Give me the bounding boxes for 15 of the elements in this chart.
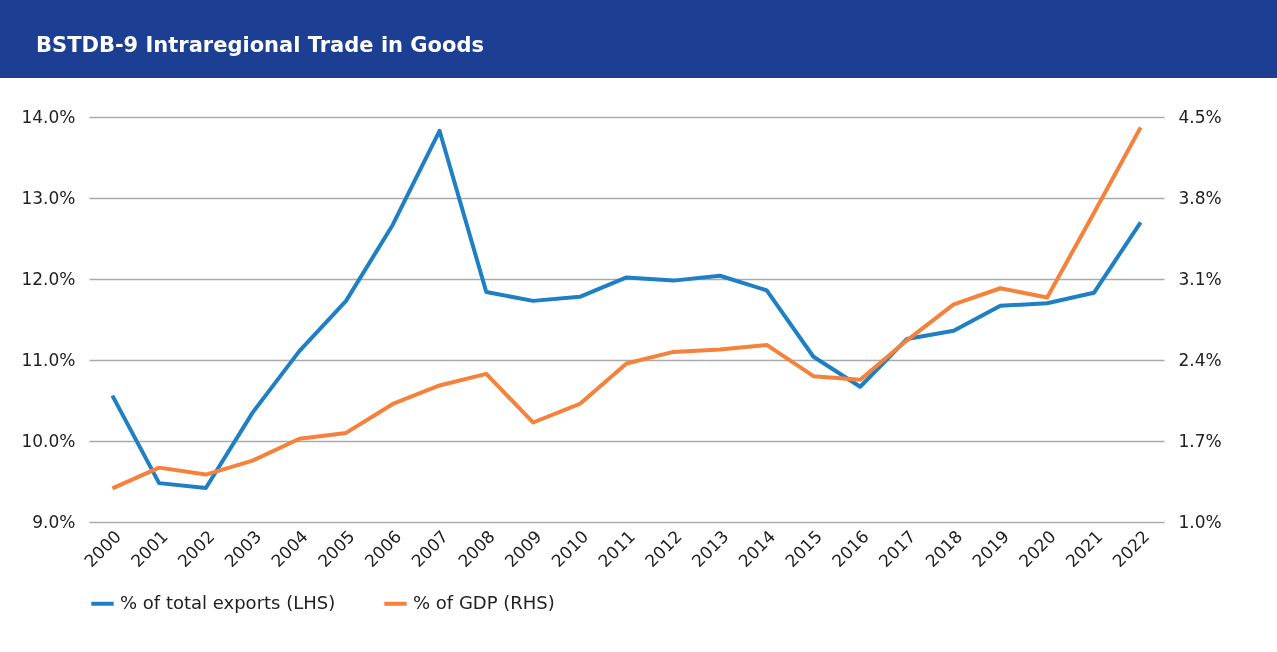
legend-label: % of GDP (RHS) [413,591,555,613]
y-tick-label: 9.0% [32,511,76,532]
chart-title: BSTDB-9 Intraregional Trade in Goods [0,0,1277,78]
y-tick-label: 11.0% [21,349,76,370]
y2-tick-label: 3.8% [1178,187,1222,208]
y2-tick-label: 4.5% [1178,106,1222,127]
y2-tick-label: 1.0% [1178,511,1222,532]
y2-tick-label: 3.1% [1178,268,1222,289]
y-tick-label: 12.0% [21,268,76,289]
y2-tick-label: 1.7% [1178,430,1222,451]
y-tick-label: 13.0% [21,187,76,208]
legend-label: % of total exports (LHS) [120,591,336,613]
y-tick-label: 14.0% [21,106,76,127]
y-tick-label: 10.0% [21,430,76,451]
y2-tick-label: 2.4% [1178,349,1222,370]
